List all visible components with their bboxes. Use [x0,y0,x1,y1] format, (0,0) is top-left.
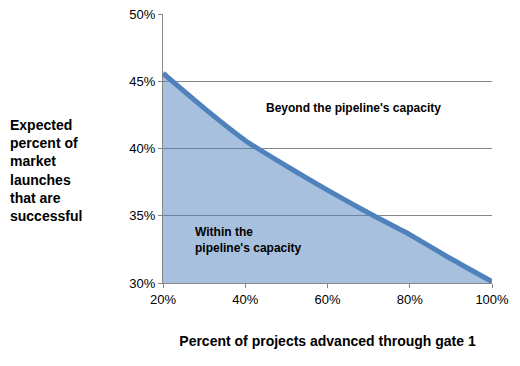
svg-text:Within thepipeline's capacity: Within thepipeline's capacity [195,225,302,255]
svg-text:20%: 20% [150,292,176,307]
svg-text:80%: 80% [397,292,423,307]
svg-text:60%: 60% [314,292,340,307]
svg-text:Percent of projects advanced t: Percent of projects advanced through gat… [179,333,476,349]
svg-text:Expectedpercent ofmarketlaunch: Expectedpercent ofmarketlaunchesthat are… [10,117,82,224]
svg-text:40%: 40% [129,141,155,156]
svg-text:35%: 35% [129,208,155,223]
svg-text:Beyond the pipeline's capacity: Beyond the pipeline's capacity [266,101,441,115]
svg-text:45%: 45% [129,74,155,89]
svg-text:50%: 50% [129,7,155,22]
svg-text:40%: 40% [232,292,258,307]
svg-text:100%: 100% [475,292,509,307]
svg-text:30%: 30% [129,276,155,291]
